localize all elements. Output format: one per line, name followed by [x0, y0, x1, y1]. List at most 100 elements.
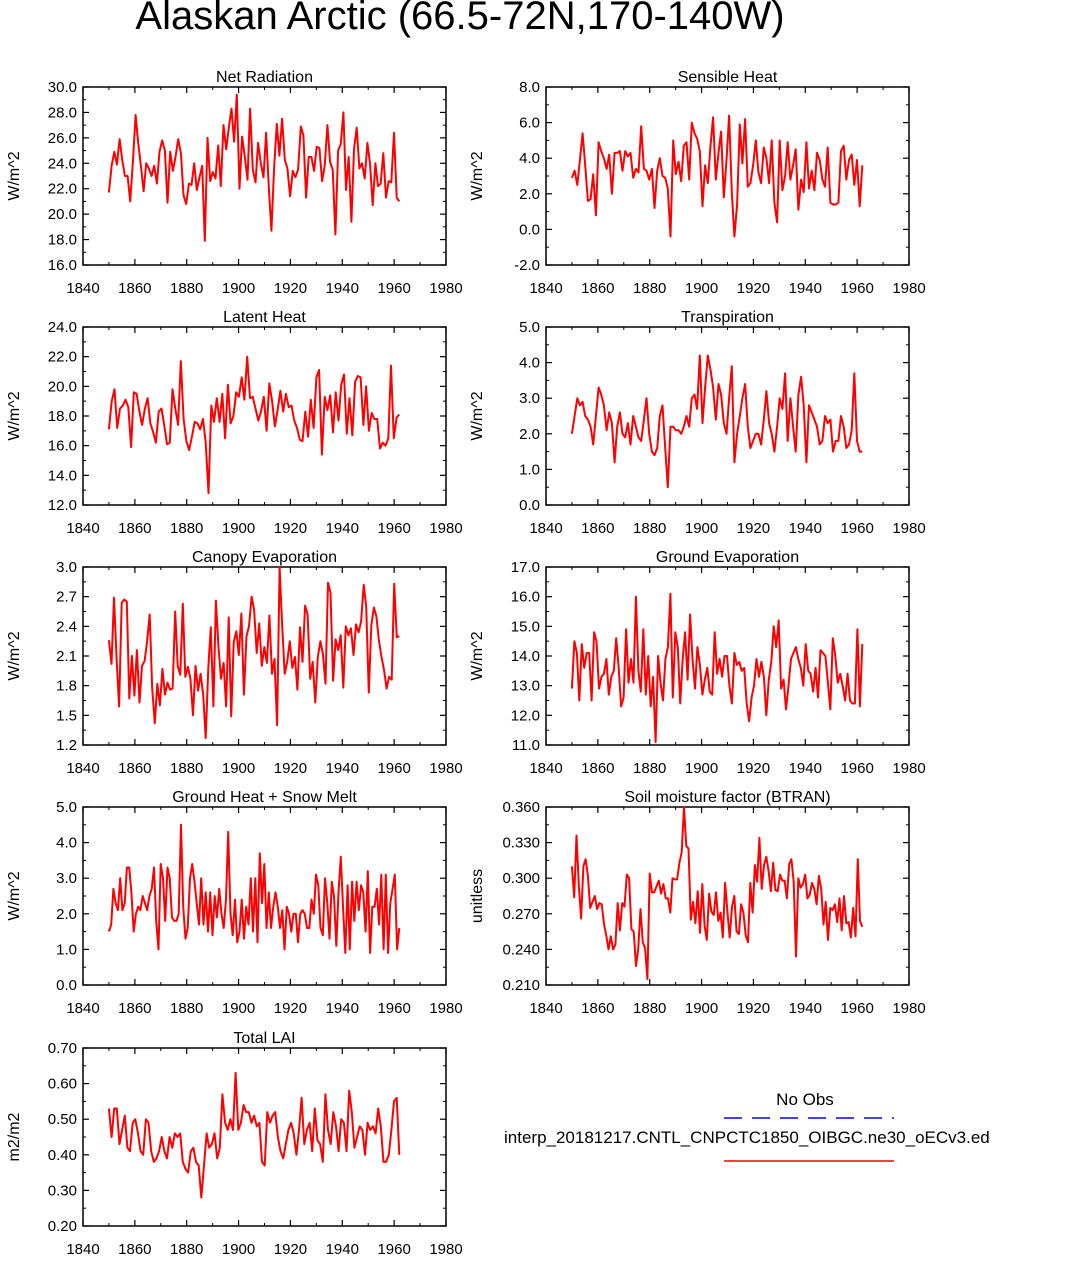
x-tick-label: 1880: [170, 280, 203, 297]
x-tick-label: 1960: [840, 280, 873, 297]
y-tick-label: 3.0: [519, 390, 540, 407]
x-tick-label: 1980: [429, 1000, 462, 1017]
x-tick-label: 1960: [840, 520, 873, 537]
y-tick-label: 6.0: [519, 115, 540, 132]
panel-3: Latent Heat 1840 1860 1880 1900 1920 1940 1960 1…: [6, 309, 463, 537]
x-tick-label: 1920: [737, 760, 770, 777]
y-tick-label: 0.60: [48, 1076, 77, 1093]
series-line: [570, 806, 864, 981]
x-tick-label: 1900: [222, 1241, 255, 1258]
x-tick-label: 1920: [737, 1000, 770, 1017]
y-tick-label: 0.50: [48, 1111, 77, 1128]
x-tick-label: 1960: [377, 1241, 410, 1258]
y-tick-label: 2.4: [56, 618, 77, 635]
x-tick-label: 1880: [633, 760, 666, 777]
y-tick-label: 2.0: [56, 906, 77, 923]
x-tick-label: 1880: [170, 1000, 203, 1017]
y-tick-label: 12.0: [511, 707, 540, 724]
x-tick-label: 1940: [326, 760, 359, 777]
x-tick-label: 1840: [66, 1000, 99, 1017]
y-tick-label: 30.0: [48, 79, 77, 96]
x-tick-label: 1980: [429, 1241, 462, 1258]
panel-4: Transpiration 1840 1860 1880 1900 1920 1940 196…: [469, 309, 926, 537]
y-tick-label: 16.0: [511, 589, 540, 606]
y-tick-label: 28.0: [48, 104, 77, 121]
y-tick-label: 24.0: [48, 155, 77, 172]
series-line: [107, 355, 401, 495]
series-line: [107, 823, 401, 954]
y-tick-label: 0.30: [48, 1182, 77, 1199]
x-tick-label: 1900: [685, 280, 718, 297]
y-tick-label: 12.0: [48, 497, 77, 514]
x-tick-label: 1860: [118, 1000, 151, 1017]
x-tick-label: 1920: [274, 520, 307, 537]
y-axis-label: W/m^2: [469, 631, 486, 680]
legend-series-label: interp_20181217.CNTL_CNPCTC1850_OIBGC.ne…: [504, 1128, 990, 1147]
panel-1: Net Radiation 1840 1860 1880 1900 1920 1940 196…: [6, 69, 463, 297]
x-tick-label: 1860: [581, 280, 614, 297]
x-tick-label: 1840: [66, 760, 99, 777]
panel-title: Ground Heat + Snow Melt: [172, 789, 357, 806]
series-line: [107, 1071, 401, 1199]
x-tick-label: 1940: [789, 280, 822, 297]
x-tick-label: 1860: [118, 280, 151, 297]
y-tick-label: 18.0: [48, 408, 77, 425]
y-tick-label: 22.0: [48, 349, 77, 366]
y-tick-label: 1.5: [56, 707, 77, 724]
y-axis-label: unitless: [469, 869, 486, 923]
x-tick-label: 1900: [222, 280, 255, 297]
y-tick-label: 5.0: [56, 799, 77, 816]
x-tick-label: 1860: [118, 760, 151, 777]
x-tick-label: 1980: [429, 760, 462, 777]
x-tick-label: 1940: [789, 1000, 822, 1017]
figure-title: Alaskan Arctic (66.5-72N,170-140W): [135, 0, 785, 38]
series-line: [107, 566, 400, 740]
x-tick-label: 1840: [529, 1000, 562, 1017]
panel-title: Total LAI: [233, 1030, 295, 1047]
legend-obs-line: [724, 1117, 894, 1119]
panel-8: Soil moisture factor (BTRAN) 1840 1860 1880…: [469, 789, 926, 1017]
x-tick-label: 1900: [685, 1000, 718, 1017]
panel-title: Canopy Evaporation: [192, 549, 337, 566]
x-tick-label: 1880: [170, 760, 203, 777]
y-tick-label: 1.8: [56, 678, 77, 695]
x-tick-label: 1920: [274, 1000, 307, 1017]
series-line: [570, 114, 864, 238]
panel-5: Canopy Evaporation 1840 1860 1880 1900 1920 19…: [6, 549, 463, 777]
y-tick-label: 4.0: [56, 835, 77, 852]
x-tick-label: 1860: [581, 760, 614, 777]
x-tick-label: 1940: [789, 760, 822, 777]
y-tick-label: 0.20: [48, 1218, 77, 1235]
panel-title: Latent Heat: [223, 309, 306, 326]
y-tick-label: 16.0: [48, 438, 77, 455]
legend-title: No Obs: [776, 1090, 834, 1109]
y-axis-label: m2/m2: [6, 1112, 23, 1161]
panel-title: Sensible Heat: [678, 69, 778, 86]
y-tick-label: 2.1: [56, 648, 77, 665]
y-tick-label: 18.0: [48, 232, 77, 249]
x-tick-label: 1940: [326, 520, 359, 537]
x-tick-label: 1960: [840, 760, 873, 777]
y-tick-label: 14.0: [511, 648, 540, 665]
x-tick-label: 1860: [581, 520, 614, 537]
x-tick-label: 1980: [429, 520, 462, 537]
x-tick-label: 1960: [377, 1000, 410, 1017]
panel-title: Soil moisture factor (BTRAN): [624, 789, 830, 806]
panel-7: Ground Heat + Snow Melt 1840 1860 1880 1900 1…: [6, 789, 463, 1017]
y-tick-label: 15.0: [511, 618, 540, 635]
x-tick-label: 1840: [66, 1241, 99, 1258]
y-tick-label: 1.0: [519, 461, 540, 478]
y-tick-label: 22.0: [48, 181, 77, 198]
panel-9: Total LAI 1840 1860 1880 1900 1920 1940 1960 198…: [6, 1030, 463, 1258]
y-tick-label: 0.210: [502, 977, 540, 994]
x-tick-label: 1880: [170, 1241, 203, 1258]
y-tick-label: 4.0: [519, 150, 540, 167]
y-tick-label: 20.0: [48, 206, 77, 223]
y-tick-label: 0.0: [519, 497, 540, 514]
y-tick-label: 11.0: [512, 737, 540, 754]
y-tick-label: 16.0: [48, 257, 77, 274]
x-tick-label: 1900: [685, 520, 718, 537]
y-axis-label: W/m^2: [6, 391, 23, 440]
x-tick-label: 1900: [222, 1000, 255, 1017]
x-tick-label: 1840: [529, 520, 562, 537]
